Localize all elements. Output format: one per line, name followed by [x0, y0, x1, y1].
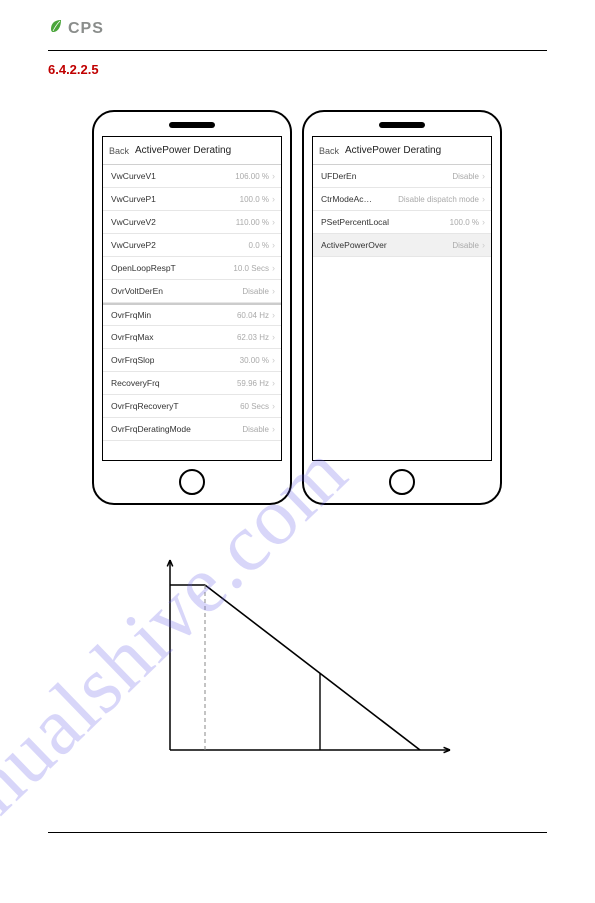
settings-row[interactable]: PSetPercentLocal 100.0 %› [313, 211, 491, 234]
chevron-right-icon: › [272, 217, 275, 227]
row-value: Disable› [242, 424, 275, 434]
row-value: 60 Secs› [240, 401, 275, 411]
row-label: OvrFrqSlop [111, 355, 154, 365]
row-value: 62.03 Hz› [237, 332, 275, 342]
phone-screen-right: Back ActivePower Derating UFDerEn Disable… [312, 136, 492, 461]
row-label: UFDerEn [321, 171, 356, 181]
chevron-right-icon: › [482, 194, 485, 204]
nav-bar: Back ActivePower Derating [103, 137, 281, 165]
footer-divider [48, 832, 547, 833]
phone-mockup-right: Back ActivePower Derating UFDerEn Disable… [302, 110, 502, 505]
home-button-icon[interactable] [179, 469, 205, 495]
chevron-right-icon: › [272, 310, 275, 320]
derating-chart [145, 550, 465, 780]
row-value: 10.0 Secs› [233, 263, 275, 273]
chevron-right-icon: › [482, 217, 485, 227]
row-value: 100.0 %› [240, 194, 275, 204]
row-label: OvrFrqRecoveryT [111, 401, 179, 411]
row-value: 110.00 %› [236, 217, 275, 227]
row-label: VwCurveV2 [111, 217, 156, 227]
row-label: OvrVoltDerEn [111, 286, 163, 296]
row-value: 59.96 Hz› [237, 378, 275, 388]
leaf-icon [48, 18, 64, 39]
settings-row[interactable]: OvrFrqSlop 30.00 %› [103, 349, 281, 372]
row-value: 60.04 Hz› [237, 310, 275, 320]
chevron-right-icon: › [482, 171, 485, 181]
chevron-right-icon: › [272, 263, 275, 273]
row-value: Disable› [452, 171, 485, 181]
nav-bar: Back ActivePower Derating [313, 137, 491, 165]
row-value: 0.0 %› [249, 240, 275, 250]
back-button[interactable]: Back [319, 146, 339, 156]
phone-mockups: Back ActivePower Derating VwCurveV1 106.0… [92, 110, 502, 510]
settings-row[interactable]: VwCurveV1 106.00 %› [103, 165, 281, 188]
row-label: CtrModeAc… [321, 194, 372, 204]
row-value: 106.00 %› [235, 171, 275, 181]
row-value: Disable› [452, 240, 485, 250]
row-label: VwCurveP2 [111, 240, 156, 250]
header-divider [48, 50, 547, 51]
row-label: RecoveryFrq [111, 378, 160, 388]
brand-logo: CPS [48, 18, 547, 39]
row-value: Disable dispatch mode› [398, 194, 485, 204]
back-button[interactable]: Back [109, 146, 129, 156]
settings-row[interactable]: OvrVoltDerEn Disable› [103, 280, 281, 303]
home-button-icon[interactable] [389, 469, 415, 495]
row-label: PSetPercentLocal [321, 217, 389, 227]
settings-row[interactable]: VwCurveP1 100.0 %› [103, 188, 281, 211]
nav-title: ActivePower Derating [135, 145, 231, 156]
row-label: OpenLoopRespT [111, 263, 176, 273]
chevron-right-icon: › [272, 171, 275, 181]
settings-row[interactable]: OvrFrqRecoveryT 60 Secs› [103, 395, 281, 418]
chevron-right-icon: › [272, 194, 275, 204]
row-label: OvrFrqMax [111, 332, 154, 342]
chevron-right-icon: › [272, 378, 275, 388]
chevron-right-icon: › [272, 401, 275, 411]
row-value: Disable› [242, 286, 275, 296]
chevron-right-icon: › [272, 355, 275, 365]
phone-mockup-left: Back ActivePower Derating VwCurveV1 106.0… [92, 110, 292, 505]
row-value: 100.0 %› [450, 217, 485, 227]
settings-row[interactable]: OpenLoopRespT 10.0 Secs› [103, 257, 281, 280]
chevron-right-icon: › [272, 240, 275, 250]
row-label: OvrFrqDeratingMode [111, 424, 191, 434]
settings-row[interactable]: VwCurveV2 110.00 %› [103, 211, 281, 234]
settings-row[interactable]: CtrModeAc… Disable dispatch mode› [313, 188, 491, 211]
row-label: VwCurveV1 [111, 171, 156, 181]
phone-screen-left: Back ActivePower Derating VwCurveV1 106.0… [102, 136, 282, 461]
settings-row[interactable]: UFDerEn Disable› [313, 165, 491, 188]
section-number: 6.4.2.2.5 [48, 62, 99, 77]
row-value: 30.00 %› [240, 355, 275, 365]
chevron-right-icon: › [482, 240, 485, 250]
row-label: ActivePowerOver [321, 240, 387, 250]
row-label: OvrFrqMin [111, 310, 151, 320]
settings-row[interactable]: OvrFrqMax 62.03 Hz› [103, 326, 281, 349]
row-label: VwCurveP1 [111, 194, 156, 204]
settings-row[interactable]: OvrFrqMin 60.04 Hz› [103, 303, 281, 326]
phone-speaker [169, 122, 215, 128]
chevron-right-icon: › [272, 332, 275, 342]
settings-row[interactable]: ActivePowerOver Disable› [313, 234, 491, 257]
settings-row[interactable]: VwCurveP2 0.0 %› [103, 234, 281, 257]
chevron-right-icon: › [272, 286, 275, 296]
settings-row[interactable]: OvrFrqDeratingMode Disable› [103, 418, 281, 441]
phone-speaker [379, 122, 425, 128]
nav-title: ActivePower Derating [345, 145, 441, 156]
chevron-right-icon: › [272, 424, 275, 434]
settings-row[interactable]: RecoveryFrq 59.96 Hz› [103, 372, 281, 395]
logo-text: CPS [68, 20, 104, 38]
